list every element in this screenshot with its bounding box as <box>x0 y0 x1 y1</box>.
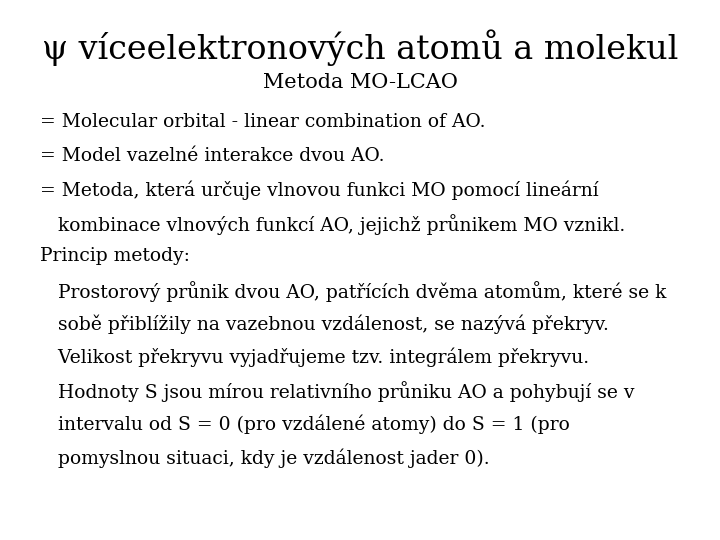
Text: Velikost překryvu vyjadřujeme tzv. integrálem překryvu.: Velikost překryvu vyjadřujeme tzv. integ… <box>40 348 589 367</box>
Text: pomyslnou situaci, kdy je vzdálenost jader 0).: pomyslnou situaci, kdy je vzdálenost jad… <box>40 448 489 468</box>
Text: Metoda MO-LCAO: Metoda MO-LCAO <box>263 73 457 92</box>
Text: sobě přiblížily na vazebnou vzdálenost, se nazývá překryv.: sobě přiblížily na vazebnou vzdálenost, … <box>40 314 608 334</box>
Text: ψ víceelektronových atomů a molekul: ψ víceelektronových atomů a molekul <box>42 30 678 66</box>
Text: = Molecular orbital - linear combination of AO.: = Molecular orbital - linear combination… <box>40 113 485 131</box>
Text: kombinace vlnových funkcí AO, jejichž průnikem MO vznikl.: kombinace vlnových funkcí AO, jejichž pr… <box>40 214 625 235</box>
Text: = Model vazelné interakce dvou AO.: = Model vazelné interakce dvou AO. <box>40 147 384 165</box>
Text: intervalu od S = 0 (pro vzdálené atomy) do S = 1 (pro: intervalu od S = 0 (pro vzdálené atomy) … <box>40 415 570 434</box>
Text: Prostorový průnik dvou AO, patřících dvěma atomům, které se k: Prostorový průnik dvou AO, patřících dvě… <box>40 281 666 302</box>
Text: = Metoda, která určuje vlnovou funkci MO pomocí lineární: = Metoda, která určuje vlnovou funkci MO… <box>40 180 598 200</box>
Text: Princip metody:: Princip metody: <box>40 247 189 265</box>
Text: Hodnoty S jsou mírou relativního průniku AO a pohybují se v: Hodnoty S jsou mírou relativního průniku… <box>40 381 634 402</box>
